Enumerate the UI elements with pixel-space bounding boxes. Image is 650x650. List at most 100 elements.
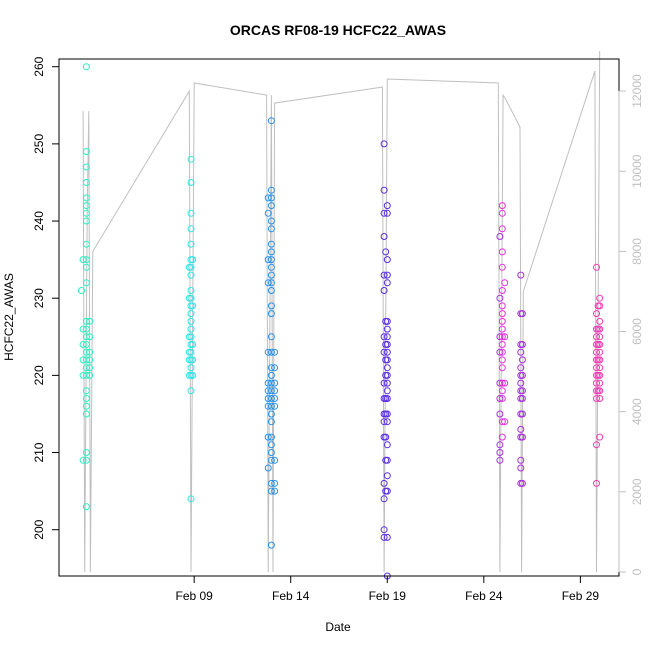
data-point: [596, 294, 604, 302]
data-point: [594, 356, 602, 364]
data-point: [267, 240, 275, 248]
data-point: [596, 348, 604, 356]
data-point: [267, 263, 275, 271]
data-point: [187, 287, 195, 294]
data-point: [267, 449, 275, 456]
data-point: [271, 395, 279, 402]
data-point: [498, 209, 506, 217]
data-point: [264, 256, 272, 264]
data-point: [86, 364, 94, 372]
data-point: [496, 233, 504, 240]
data-point: [189, 371, 197, 379]
data-point: [78, 287, 85, 294]
secondary-y-tick-label: 4000: [630, 398, 644, 425]
data-point: [271, 479, 279, 487]
data-point: [498, 248, 506, 256]
data-point: [383, 333, 391, 341]
data-point: [187, 310, 195, 318]
data-point: [518, 479, 526, 487]
y-tick-label: 260: [32, 56, 46, 76]
data-point: [517, 456, 525, 464]
data-point: [594, 325, 602, 333]
data-point: [267, 441, 275, 449]
data-point: [82, 402, 90, 410]
data-point: [518, 310, 526, 318]
data-point: [593, 364, 600, 372]
data-point: [496, 395, 504, 402]
data-point: [267, 479, 275, 487]
data-point: [517, 425, 525, 433]
data-point: [383, 279, 391, 287]
y-tick-label: 200: [32, 519, 46, 539]
data-point: [264, 209, 272, 217]
data-point: [518, 395, 526, 402]
secondary-y-axis: 0 2000 4000 6000 8000 10000 12000: [618, 74, 644, 575]
data-point: [79, 456, 87, 464]
x-axis-label: Date: [325, 620, 351, 634]
data-point: [383, 271, 391, 279]
chart-title: ORCAS RF08-19 HCFC22_AWAS: [230, 22, 446, 38]
y-tick-label: 220: [32, 365, 46, 385]
data-point: [267, 271, 275, 279]
data-point: [518, 341, 526, 348]
data-point: [596, 379, 604, 387]
data-point: [187, 317, 195, 325]
data-point: [86, 317, 94, 325]
altitude-trace-layer: [82, 50, 601, 573]
data-point: [267, 348, 275, 356]
data-point: [267, 410, 275, 418]
data-point: [498, 364, 506, 372]
data-point: [380, 348, 388, 356]
data-point: [380, 533, 388, 541]
data-point: [383, 364, 391, 372]
data-point: [498, 379, 506, 387]
data-point: [82, 202, 90, 210]
data-point: [593, 348, 600, 356]
x-tick-label: Feb 14: [272, 589, 310, 603]
altitude-trace-line: [82, 50, 601, 573]
data-point: [496, 449, 504, 456]
data-point: [267, 217, 275, 225]
data-point: [185, 263, 193, 271]
data-point: [383, 533, 391, 541]
y-axis: 200 210 220 230 240 250 260: [32, 56, 60, 540]
series-4: [380, 140, 391, 580]
data-point: [267, 387, 275, 395]
data-point: [82, 333, 90, 341]
data-point: [498, 341, 506, 348]
data-point: [189, 302, 197, 310]
data-point: [82, 263, 90, 271]
data-point: [383, 387, 391, 395]
y-tick-label: 240: [32, 211, 46, 231]
data-point: [501, 279, 509, 287]
data-point: [517, 348, 525, 356]
data-point: [496, 294, 504, 302]
data-point: [82, 256, 90, 264]
data-point: [498, 395, 506, 402]
data-point: [82, 179, 90, 186]
data-point: [187, 155, 195, 163]
data-point: [383, 209, 391, 217]
data-point: [517, 364, 525, 372]
data-point: [82, 395, 90, 402]
data-point: [498, 433, 506, 441]
data-point: [383, 256, 391, 264]
data-point: [86, 348, 94, 356]
data-point: [382, 395, 390, 402]
data-point: [380, 287, 388, 294]
data-point: [593, 479, 600, 487]
data-point: [86, 333, 94, 341]
data-point: [82, 325, 90, 333]
data-point: [267, 333, 275, 341]
secondary-y-tick-label: 0: [630, 568, 644, 575]
data-point: [271, 387, 279, 395]
series-1: [78, 63, 94, 511]
data-point: [380, 418, 388, 426]
data-point: [267, 202, 275, 210]
data-point: [498, 202, 506, 210]
data-point: [498, 418, 506, 426]
data-point: [82, 410, 90, 418]
data-point: [267, 310, 275, 318]
data-point: [267, 364, 275, 372]
